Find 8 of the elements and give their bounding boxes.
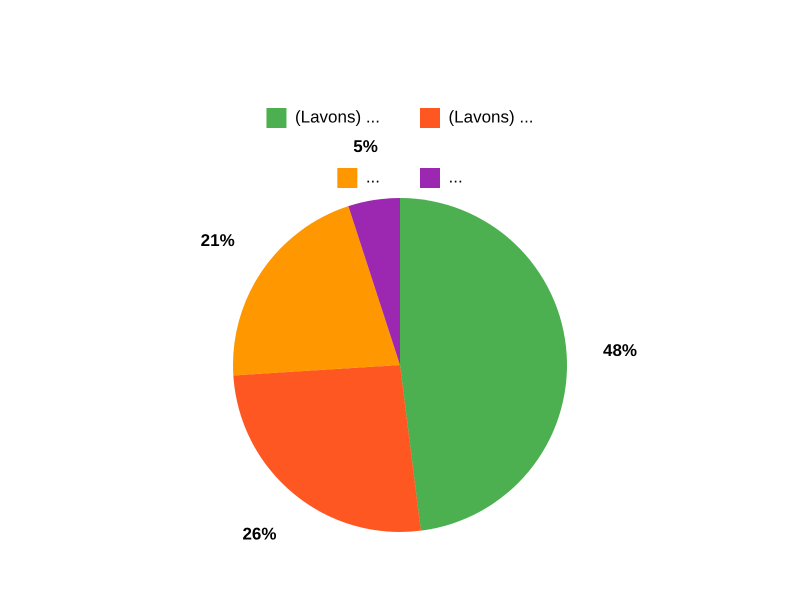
data-label: 21% <box>200 230 235 250</box>
legend-label: (Lavons) ... <box>448 108 534 127</box>
legend-label: ... <box>448 168 463 187</box>
data-label: 26% <box>242 524 276 544</box>
data-label: 48% <box>602 340 638 360</box>
legend-label: (Lavons) ... <box>294 108 380 127</box>
legend-label: ... <box>366 168 380 187</box>
data-label: 5% <box>353 136 378 156</box>
